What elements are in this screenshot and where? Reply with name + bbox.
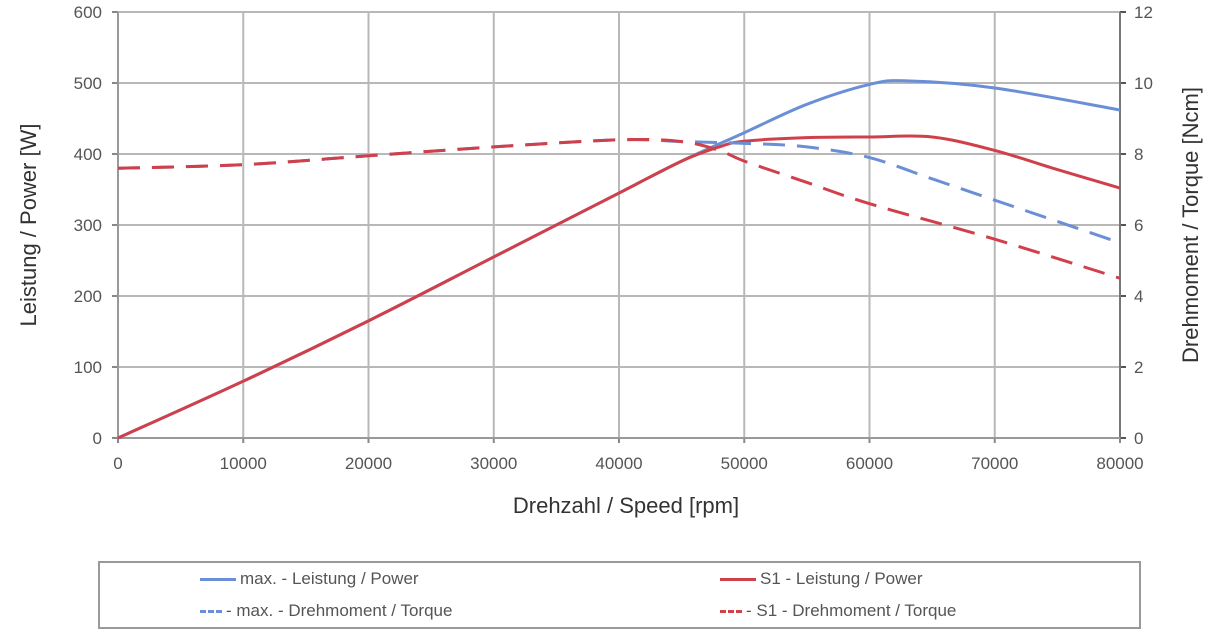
legend-swatch-s1-power	[720, 577, 756, 581]
x-tick-label: 30000	[470, 454, 517, 473]
x-tick-label: 20000	[345, 454, 392, 473]
y-tick-label: 600	[74, 3, 102, 22]
legend-swatch-max-power	[200, 577, 236, 581]
legend: max. - Leistung / Power S1 - Leistung / …	[98, 561, 1141, 629]
x-tick-label: 50000	[721, 454, 768, 473]
y2-tick-label: 10	[1134, 74, 1153, 93]
chart: 0 100 200 300 400 500 600 0 2 4 6 8 10 12 0 10000 20000 3…	[16, 3, 1203, 518]
series-line-3	[117, 137, 1121, 280]
x-tick-label: 40000	[595, 454, 642, 473]
y2-axis-title: Drehmoment / Torque [Ncm]	[1178, 87, 1203, 363]
legend-swatch-s1-torque	[720, 609, 742, 613]
legend-item-max-torque: - max. - Drehmoment / Torque	[200, 601, 452, 621]
y-axis-title: Leistung / Power [W]	[16, 124, 41, 327]
x-tick-label: 70000	[971, 454, 1018, 473]
x-tick-label: 10000	[220, 454, 267, 473]
y2-tick-label: 8	[1134, 145, 1143, 164]
x-tick-label: 60000	[846, 454, 893, 473]
legend-item-s1-power: S1 - Leistung / Power	[720, 569, 923, 589]
y-tick-label: 200	[74, 287, 102, 306]
legend-label: - max. - Drehmoment / Torque	[226, 601, 453, 620]
legend-item-max-power: max. - Leistung / Power	[200, 569, 419, 589]
y2-tick-label: 0	[1134, 429, 1143, 448]
data-series	[117, 79, 1121, 440]
x-tick-label: 80000	[1096, 454, 1143, 473]
y-tick-label: 400	[74, 145, 102, 164]
y2-tick-label: 6	[1134, 216, 1143, 235]
y2-tick-label: 2	[1134, 358, 1143, 377]
legend-label: max. - Leistung / Power	[240, 569, 419, 588]
axes: 0 100 200 300 400 500 600 0 2 4 6 8 10 12 0 10000 20000 3…	[74, 3, 1153, 473]
y2-tick-label: 12	[1134, 3, 1153, 22]
x-tick-label: 0	[113, 454, 122, 473]
legend-label: S1 - Leistung / Power	[760, 569, 923, 588]
y-tick-label: 500	[74, 74, 102, 93]
y-tick-label: 100	[74, 358, 102, 377]
y2-tick-label: 4	[1134, 287, 1143, 306]
legend-swatch-max-torque	[200, 609, 222, 613]
legend-item-s1-torque: - S1 - Drehmoment / Torque	[720, 601, 956, 621]
x-axis-title: Drehzahl / Speed [rpm]	[513, 493, 739, 518]
y-tick-label: 300	[74, 216, 102, 235]
grid-lines	[117, 11, 1121, 439]
legend-label: - S1 - Drehmoment / Torque	[746, 601, 957, 620]
y-tick-label: 0	[93, 429, 102, 448]
